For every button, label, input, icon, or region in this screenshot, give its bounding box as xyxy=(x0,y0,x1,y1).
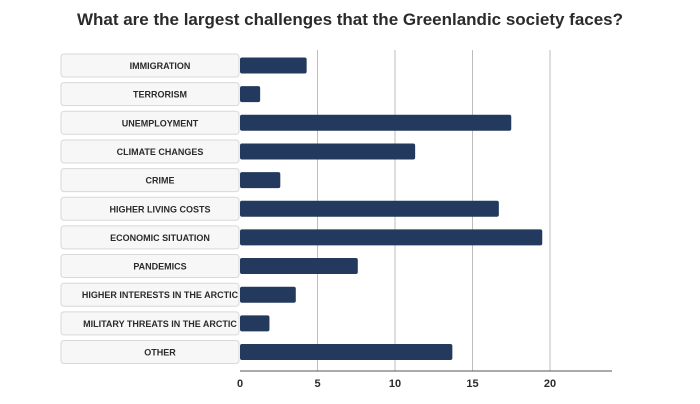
bar xyxy=(240,114,512,131)
bar xyxy=(240,229,543,246)
category-label-box xyxy=(60,340,240,364)
x-tick-label: 10 xyxy=(389,378,401,390)
bar xyxy=(240,143,416,160)
bar xyxy=(240,344,453,360)
bar xyxy=(240,57,307,74)
x-tick-label: 5 xyxy=(314,378,320,390)
category-label-box xyxy=(60,196,240,221)
bar xyxy=(240,200,499,217)
x-tick-label: 20 xyxy=(544,378,556,390)
category-label-box xyxy=(60,139,240,164)
category-label: TERRORISM xyxy=(133,90,187,100)
category-label-box xyxy=(60,110,240,135)
category-label: ECONOMIC SITUATION xyxy=(110,233,210,243)
x-tick-label: 15 xyxy=(466,378,478,390)
category-label: MILITARY THREATS IN THE ARCTIC xyxy=(83,319,237,329)
chart-title: What are the largest challenges that the… xyxy=(76,10,624,29)
category-label: CLIMATE CHANGES xyxy=(117,147,204,157)
bar xyxy=(240,286,296,303)
category-label-box xyxy=(60,168,240,193)
category-label: HIGHER LIVING COSTS xyxy=(109,204,210,214)
category-label: IMMIGRATION xyxy=(130,61,191,71)
category-label: HIGHER INTERESTS IN THE ARCTIC xyxy=(82,290,239,300)
category-label-box xyxy=(60,254,240,279)
category-label: OTHER xyxy=(144,348,176,358)
category-label-box xyxy=(60,282,240,307)
category-label-box xyxy=(60,225,240,250)
bar xyxy=(240,315,270,332)
category-label: PANDEMICS xyxy=(133,262,186,272)
category-label-box xyxy=(60,82,240,107)
category-label: CRIME xyxy=(146,176,175,186)
category-label: UNEMPLOYMENT xyxy=(122,118,199,128)
bar xyxy=(240,172,281,189)
bar xyxy=(240,86,261,103)
category-label-box xyxy=(60,53,240,78)
x-tick-label: 0 xyxy=(237,378,243,390)
category-label-box xyxy=(60,311,240,336)
bar xyxy=(240,258,358,275)
